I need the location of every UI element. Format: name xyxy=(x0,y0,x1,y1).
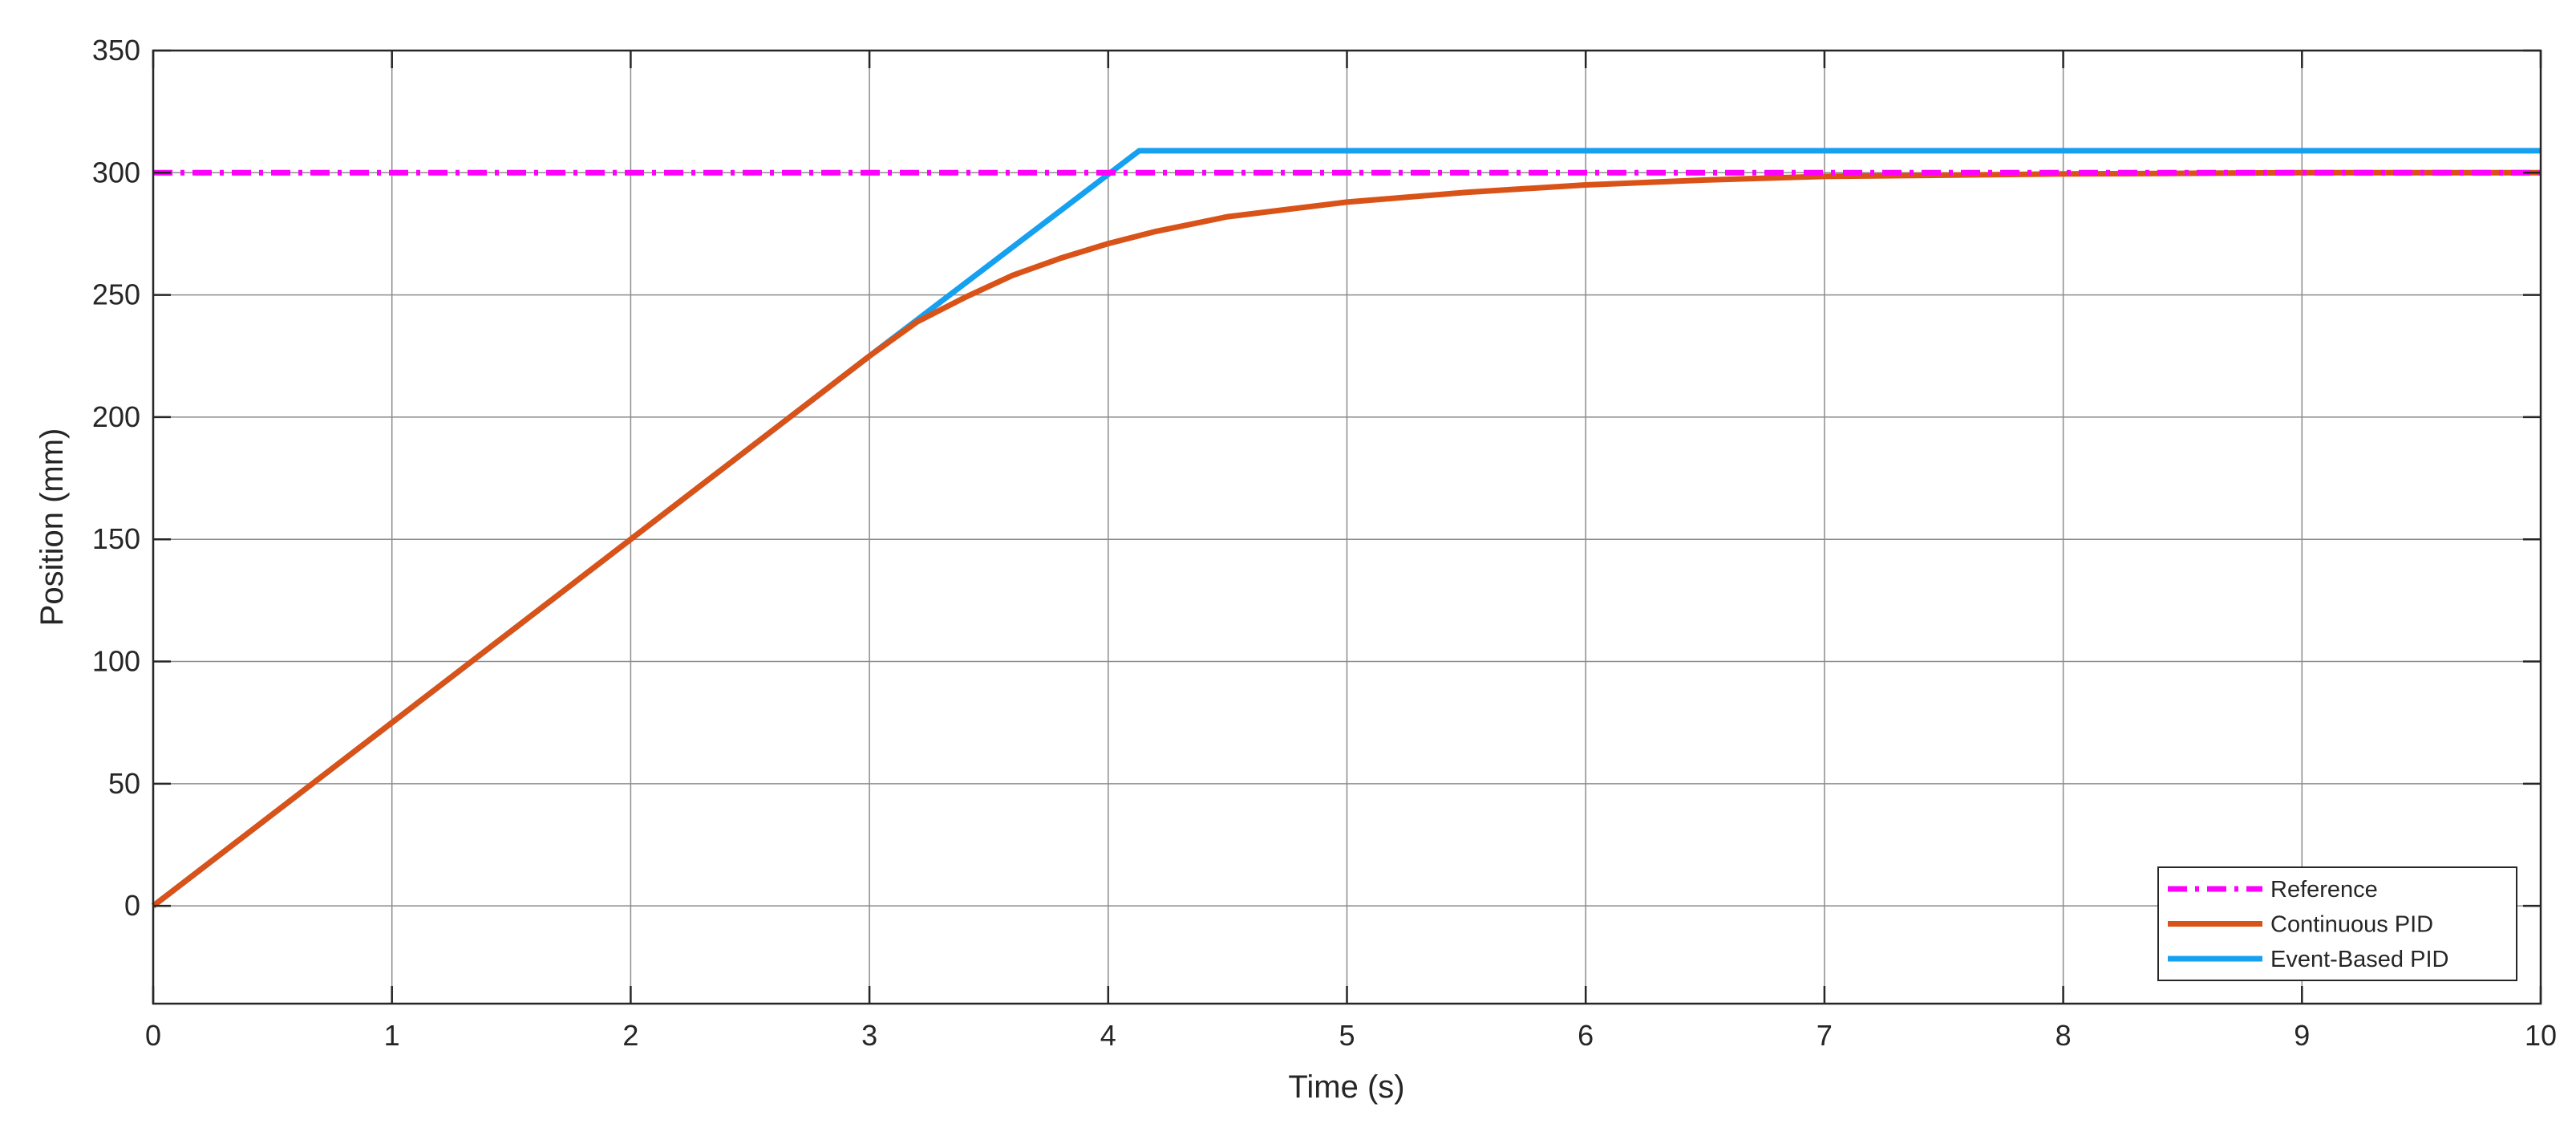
x-tick-label: 3 xyxy=(861,1019,877,1052)
x-tick-label: 10 xyxy=(2525,1019,2557,1052)
x-axis-label: Time (s) xyxy=(1288,1069,1404,1105)
x-tick-label: 9 xyxy=(2294,1019,2310,1052)
y-tick-label: 50 xyxy=(108,767,140,800)
y-tick-label: 250 xyxy=(92,278,140,311)
y-tick-label: 300 xyxy=(92,156,140,189)
x-tick-label: 4 xyxy=(1100,1019,1116,1052)
x-tick-label: 5 xyxy=(1339,1019,1355,1052)
y-tick-label: 350 xyxy=(92,34,140,67)
legend-label: Event-Based PID xyxy=(2270,947,2448,972)
x-tick-label: 2 xyxy=(622,1019,638,1052)
y-tick-label: 150 xyxy=(92,522,140,555)
legend-label: Reference xyxy=(2270,877,2378,903)
legend-label: Continuous PID xyxy=(2270,912,2433,938)
y-axis-label: Position (mm) xyxy=(34,428,70,627)
x-tick-label: 1 xyxy=(384,1019,400,1052)
x-tick-label: 8 xyxy=(2056,1019,2072,1052)
y-tick-label: 200 xyxy=(92,400,140,433)
y-tick-label: 100 xyxy=(92,645,140,678)
y-tick-label: 0 xyxy=(124,889,140,922)
x-tick-label: 6 xyxy=(1578,1019,1594,1052)
x-tick-label: 7 xyxy=(1817,1019,1833,1052)
x-tick-label: 0 xyxy=(145,1019,161,1052)
legend: Reference Continuous PID Event-Based PID xyxy=(2157,866,2517,981)
series-layer xyxy=(151,148,2541,908)
